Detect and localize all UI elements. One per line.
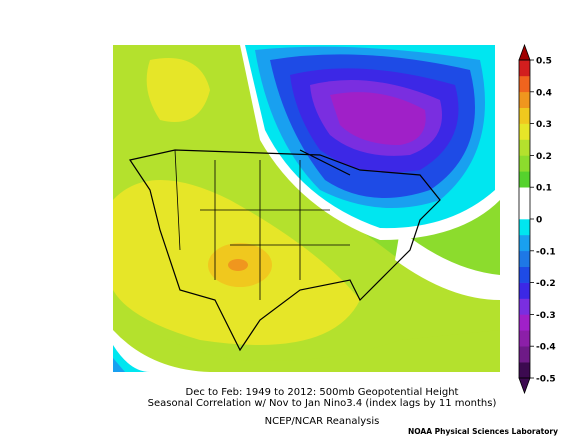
colorbar-tick-label: -0.2 <box>536 279 556 289</box>
colorbar-tick-label: -0.4 <box>536 343 556 353</box>
colorbar-tick-label: -0.1 <box>536 247 556 257</box>
colorbar-band <box>519 107 530 124</box>
colorbar-band <box>519 234 530 252</box>
colorbar-band <box>519 60 530 77</box>
colorbar-tick-label: 0.2 <box>536 152 552 162</box>
caption-line: Dec to Feb: 1949 to 2012: 500mb Geopoten… <box>186 387 459 398</box>
colorbar-over <box>518 43 531 61</box>
colorbar-band <box>519 123 530 140</box>
colorbar-band <box>519 91 530 108</box>
map <box>113 45 500 372</box>
caption-line: Seasonal Correlation w/ Nov to Jan Nino3… <box>148 398 497 409</box>
colorbar-band <box>519 346 530 363</box>
colorbar-tick-label: 0.4 <box>536 88 552 98</box>
colorbar-band <box>519 139 530 156</box>
colorbar-band <box>519 155 530 172</box>
colorbar-band <box>519 171 530 188</box>
colorbar-band <box>519 250 530 267</box>
colorbar-band <box>519 298 530 315</box>
caption-line: NCEP/NCAR Reanalysis <box>265 416 380 427</box>
colorbar-tick-label: 0.5 <box>536 57 552 67</box>
colorbar-band <box>519 266 530 283</box>
colorbar-tick-label: 0.1 <box>536 184 552 194</box>
colorbar-band <box>519 314 530 331</box>
colorbar-band <box>519 282 530 299</box>
colorbar-band <box>519 203 530 220</box>
colorbar-band <box>519 219 530 236</box>
colorbar-band <box>519 75 530 93</box>
colorbar-tick-label: 0 <box>536 216 542 226</box>
colorbar-tick-label: -0.5 <box>536 375 556 385</box>
colorbar-tick-label: 0.3 <box>536 120 552 130</box>
colorbar: 0.5 0.4 0.3 0.2 0.1 0 -0.1 -0.2 -0.3 -0.4 -0.5 <box>518 43 556 395</box>
colorbar-under <box>518 377 531 395</box>
colorbar-tick-label: -0.3 <box>536 311 556 321</box>
credit: NOAA Physical Sciences Laboratory <box>408 427 558 436</box>
colorbar-band <box>519 330 530 347</box>
colorbar-band <box>519 187 530 204</box>
colorbar-band <box>519 362 530 379</box>
